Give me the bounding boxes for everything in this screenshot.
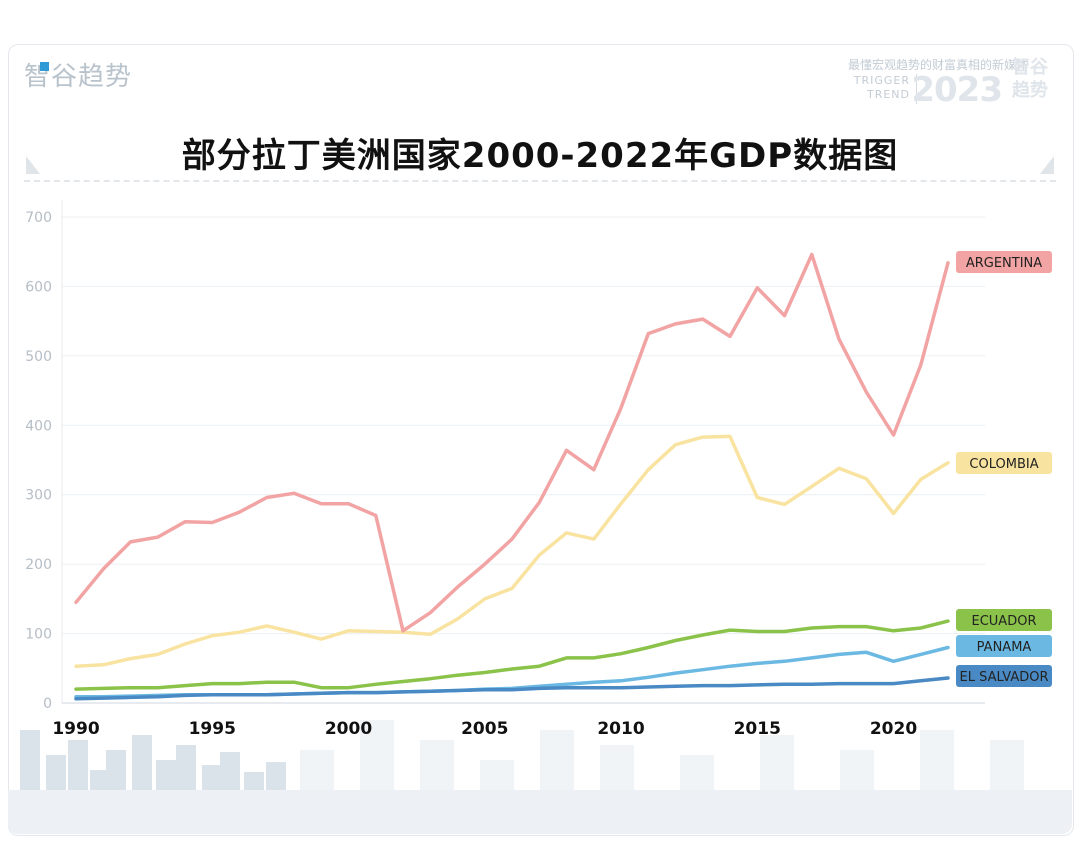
skyline-building bbox=[68, 740, 88, 790]
tagline-en: TRIGGER TREND bbox=[854, 74, 910, 102]
tagline-en-2: TREND bbox=[866, 88, 910, 101]
skyline-building bbox=[990, 740, 1024, 790]
skyline-building bbox=[840, 750, 874, 790]
y-tick-label: 100 bbox=[25, 627, 52, 643]
y-tick-label: 400 bbox=[25, 418, 52, 434]
skyline-building bbox=[46, 755, 66, 790]
skyline-building bbox=[176, 745, 196, 790]
tagline-year: 2023 bbox=[911, 70, 1003, 110]
series-label-text: COLOMBIA bbox=[969, 457, 1038, 472]
tagline-en-1: TRIGGER bbox=[853, 74, 910, 87]
x-tick-label: 1995 bbox=[189, 719, 236, 739]
skyline-building bbox=[220, 752, 240, 790]
skyline-building bbox=[156, 760, 176, 790]
skyline-building bbox=[90, 770, 110, 790]
corner-decoration-right bbox=[1040, 156, 1054, 174]
skyline-building bbox=[600, 745, 634, 790]
skyline-decoration bbox=[20, 720, 1024, 790]
series-label-text: ECUADOR bbox=[972, 614, 1037, 629]
series-label-argentina: ARGENTINA bbox=[956, 251, 1052, 273]
series-labels: ARGENTINA COLOMBIA ECUADOR PANAMA EL SALVADO… bbox=[956, 251, 1052, 687]
x-tick-label: 2005 bbox=[461, 719, 508, 739]
skyline-building bbox=[106, 750, 126, 790]
x-tick-label: 2020 bbox=[870, 719, 917, 739]
skyline-building bbox=[480, 760, 514, 790]
series-label-panama: PANAMA bbox=[956, 635, 1052, 657]
skyline-building bbox=[266, 762, 286, 790]
x-axis-ticks: 1990 1995 2000 2005 2010 2015 2020 bbox=[52, 719, 917, 739]
skyline-building bbox=[680, 755, 714, 790]
series-label-bg bbox=[956, 665, 1052, 687]
y-tick-label: 500 bbox=[25, 349, 52, 365]
y-axis-ticks: 0 100 200 300 400 500 600 700 bbox=[25, 210, 52, 712]
skyline-building bbox=[760, 735, 794, 790]
series-label-bg bbox=[956, 251, 1052, 273]
series-label-text: ARGENTINA bbox=[966, 256, 1042, 271]
x-tick-label: 2015 bbox=[734, 719, 781, 739]
tagline-divider bbox=[916, 74, 917, 104]
x-tick-label: 1990 bbox=[52, 719, 99, 739]
chart-title: 部分拉丁美洲国家2000-2022年GDP数据图 bbox=[181, 136, 899, 176]
skyline-building bbox=[360, 720, 394, 790]
series-label-text: EL SALVADOR bbox=[959, 670, 1048, 685]
y-tick-label: 200 bbox=[25, 557, 52, 573]
x-tick-label: 2000 bbox=[325, 719, 372, 739]
skyline-building bbox=[202, 765, 222, 790]
skyline-building bbox=[244, 772, 264, 790]
series-lines bbox=[74, 252, 950, 701]
series-label-colombia: COLOMBIA bbox=[956, 452, 1052, 474]
chart-card bbox=[8, 44, 1074, 836]
corner-logo-2: 趋势 bbox=[1012, 80, 1048, 101]
x-tick-label: 2010 bbox=[597, 719, 644, 739]
series-line-colombia bbox=[74, 434, 950, 668]
corner-decoration-left bbox=[26, 156, 40, 174]
series-label-bg bbox=[956, 635, 1052, 657]
y-tick-label: 700 bbox=[25, 210, 52, 226]
corner-logo: 智谷 趋势 bbox=[1008, 56, 1052, 104]
y-tick-label: 600 bbox=[25, 279, 52, 295]
y-tick-label: 0 bbox=[43, 696, 52, 712]
skyline-building bbox=[420, 740, 454, 790]
series-label-bg bbox=[956, 452, 1052, 474]
series-line-argentina bbox=[74, 252, 950, 633]
tagline: 最懂宏观趋势的财富真相的新媒体 bbox=[847, 58, 1028, 72]
series-label-bg bbox=[956, 609, 1052, 631]
series-label-el-salvador: EL SALVADOR bbox=[956, 665, 1052, 687]
skyline-building bbox=[132, 735, 152, 790]
series-line-el-salvador bbox=[74, 676, 950, 701]
series-label-ecuador: ECUADOR bbox=[956, 609, 1052, 631]
series-label-text: PANAMA bbox=[977, 640, 1032, 655]
series-line-ecuador bbox=[74, 619, 950, 691]
footer-band bbox=[8, 790, 1072, 834]
skyline-building bbox=[20, 730, 40, 790]
corner-logo-1: 智谷 bbox=[1012, 57, 1048, 78]
y-tick-label: 300 bbox=[25, 488, 52, 504]
brand-mark-icon bbox=[40, 62, 49, 71]
skyline-building bbox=[920, 730, 954, 790]
skyline-building bbox=[540, 730, 574, 790]
title-divider bbox=[24, 180, 1056, 182]
skyline-building bbox=[300, 750, 334, 790]
